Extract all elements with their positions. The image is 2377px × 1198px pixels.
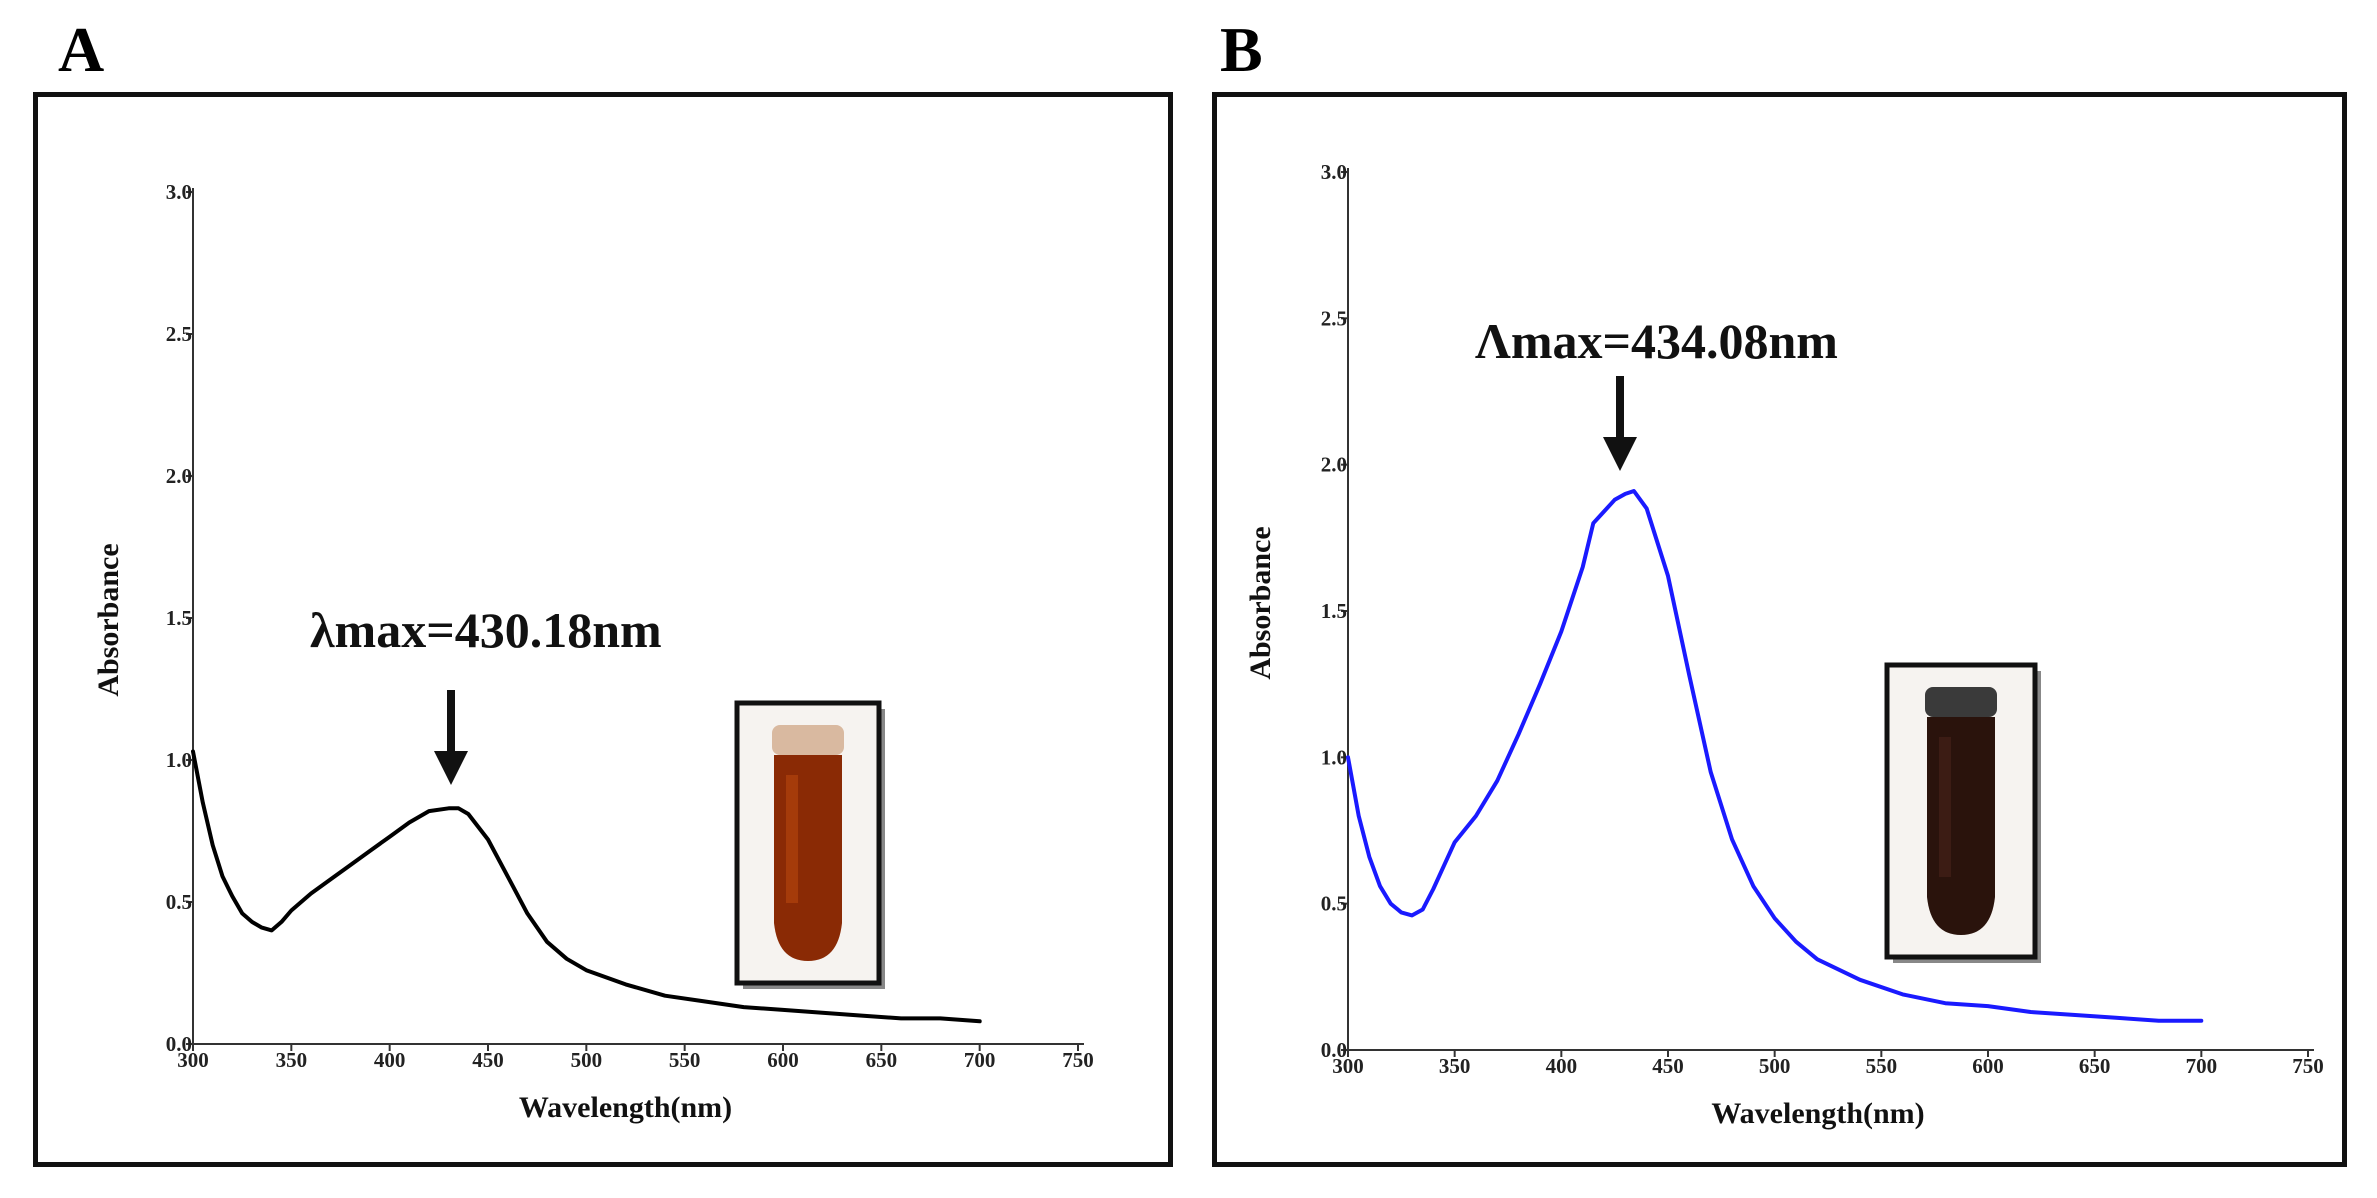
x-tick-label: 750 [2292, 1054, 2324, 1078]
x-tick-label: 600 [1972, 1054, 2004, 1078]
vial-cap [772, 725, 844, 755]
y-tick-label: 1.0 [166, 748, 192, 772]
y-tick-label: 0.5 [1321, 892, 1347, 916]
x-tick-label: 700 [2186, 1054, 2218, 1078]
peak-arrow-head [434, 751, 468, 785]
absorbance-series-line [1346, 489, 2204, 1023]
y-tick-label: 0.0 [166, 1032, 192, 1056]
vial-highlight [1939, 737, 1951, 877]
x-tick-label: 350 [1439, 1054, 1471, 1078]
x-tick-label: 600 [767, 1048, 799, 1072]
x-tick-label: 700 [964, 1048, 996, 1072]
y-tick-label: 2.0 [1321, 453, 1347, 477]
y-tick-label: 1.5 [1321, 599, 1347, 623]
y-axis-label: Absorbance [1244, 526, 1277, 679]
x-tick-label: 550 [1866, 1054, 1898, 1078]
y-tick-label: 2.0 [166, 464, 192, 488]
y-tick-label: 3.0 [166, 180, 192, 204]
x-tick-label: 450 [1652, 1054, 1684, 1078]
x-tick-label: 300 [177, 1048, 209, 1072]
chart-b: 300 350 400 450 500 550 600 650 700 750 0.0 0.5 1.0 1… [1244, 160, 2324, 1130]
x-tick-label: 400 [374, 1048, 406, 1072]
x-tick-label: 500 [571, 1048, 603, 1072]
x-tick-label: 450 [472, 1048, 504, 1072]
x-tick-label: 650 [2079, 1054, 2111, 1078]
y-tick-label: 3.0 [1321, 160, 1347, 184]
x-axis-label: Wavelength(nm) [1711, 1097, 1924, 1130]
y-tick-label: 1.5 [166, 606, 192, 630]
x-tick-label: 550 [669, 1048, 701, 1072]
y-tick-label: 1.0 [1321, 745, 1347, 769]
x-tick-label: 300 [1332, 1054, 1364, 1078]
vial-liquid [1927, 717, 1995, 935]
vial-highlight [786, 775, 798, 903]
absorbance-series-line [191, 749, 982, 1024]
lambda-max-annotation: λmax=430.18nm [310, 602, 662, 658]
x-tick-label: 500 [1759, 1054, 1791, 1078]
x-tick-label: 350 [276, 1048, 308, 1072]
lambda-max-annotation: Λmax=434.08nm [1475, 313, 1838, 369]
y-axis-label: Absorbance [92, 543, 125, 696]
chart-a: 300 350 400 450 500 550 600 650 700 750 0.0 0.5 1.0 1… [92, 180, 1094, 1124]
x-tick-label: 650 [866, 1048, 898, 1072]
peak-arrow-head [1603, 437, 1637, 471]
vial-cap [1925, 687, 1997, 717]
x-tick-label: 400 [1546, 1054, 1578, 1078]
x-tick-label: 750 [1062, 1048, 1094, 1072]
panel-label-b: B [1220, 14, 1263, 85]
chart-frame-a [33, 92, 1173, 1167]
y-tick-label: 0.0 [1321, 1038, 1347, 1062]
chart-frame-b [1212, 92, 2347, 1167]
y-tick-label: 2.5 [1321, 306, 1347, 330]
vial-liquid [774, 755, 842, 961]
x-axis-label: Wavelength(nm) [519, 1091, 732, 1124]
y-tick-label: 2.5 [166, 322, 192, 346]
panel-label-a: A [58, 14, 105, 85]
vial-inset-photo [734, 700, 885, 989]
vial-inset-photo [1884, 662, 2041, 963]
y-tick-label: 0.5 [166, 890, 192, 914]
